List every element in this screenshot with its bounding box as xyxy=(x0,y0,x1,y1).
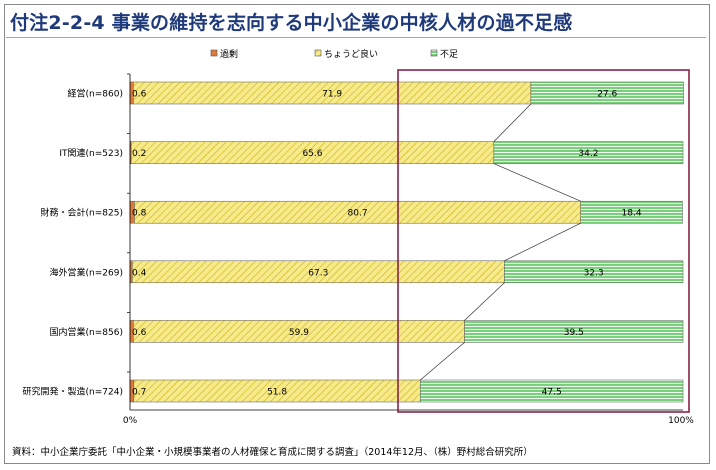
connector-line xyxy=(493,103,532,142)
category-label: IT関連(n=523) xyxy=(59,147,123,159)
value-label-ok: 51.8 xyxy=(267,388,287,398)
legend-swatch-ok xyxy=(314,49,322,57)
value-label-lack: 27.6 xyxy=(597,90,617,100)
title-underline xyxy=(6,37,706,38)
bar-lack xyxy=(493,141,684,164)
source-note: 資料：中小企業庁委託「中小企業・小規模事業者の人材確保と育成に関する調査」（20… xyxy=(12,447,533,458)
legend-label-ok: ちょうど良い xyxy=(324,48,378,60)
category-label: 海外営業(n=269) xyxy=(50,266,123,278)
value-label-lack: 18.4 xyxy=(622,209,642,219)
highlight-box xyxy=(397,69,690,413)
value-label-lack: 34.2 xyxy=(578,149,598,159)
value-label-ok: 65.6 xyxy=(302,149,322,159)
category-label: 財務・会計(n=825) xyxy=(41,207,123,219)
legend-label-excess: 過剰 xyxy=(220,48,238,60)
value-label-excess: 0.6 xyxy=(132,90,147,100)
legend-label-lack: 不足 xyxy=(440,49,458,60)
value-label-lack: 39.5 xyxy=(564,328,584,338)
chart-title: 付注2-2-4 事業の維持を志向する中小企業の中核人材の過不足感 xyxy=(10,12,573,34)
category-label: 研究開発・製造(n=724) xyxy=(23,386,123,398)
connector-line xyxy=(420,342,465,381)
legend-swatch-excess xyxy=(210,49,218,57)
connector-line xyxy=(504,222,581,262)
bar-lack xyxy=(504,260,684,284)
value-label-excess: 0.6 xyxy=(132,328,147,338)
connector-line xyxy=(464,282,505,321)
value-label-excess: 0.7 xyxy=(132,388,146,398)
value-label-ok: 71.9 xyxy=(322,90,342,100)
value-label-ok: 67.3 xyxy=(308,268,328,278)
bar-lack xyxy=(580,200,683,224)
value-label-lack: 32.3 xyxy=(584,268,604,278)
connector-line xyxy=(493,163,581,202)
x-tick-label: 100% xyxy=(668,416,694,426)
value-label-excess: 0.4 xyxy=(132,268,147,278)
value-label-ok: 59.9 xyxy=(289,328,309,338)
bar-lack xyxy=(464,320,684,343)
value-label-excess: 0.2 xyxy=(132,149,146,159)
value-label-excess: 0.8 xyxy=(132,209,147,219)
category-label: 国内営業(n=856) xyxy=(50,326,123,338)
category-label: 経営(n=860) xyxy=(68,88,123,100)
bar-lack xyxy=(420,379,684,403)
legend-swatch-lack xyxy=(430,49,438,57)
x-tick-label: 0% xyxy=(123,416,138,426)
value-label-ok: 80.7 xyxy=(348,209,368,219)
value-label-lack: 47.5 xyxy=(542,388,562,398)
bar-lack xyxy=(530,81,684,105)
